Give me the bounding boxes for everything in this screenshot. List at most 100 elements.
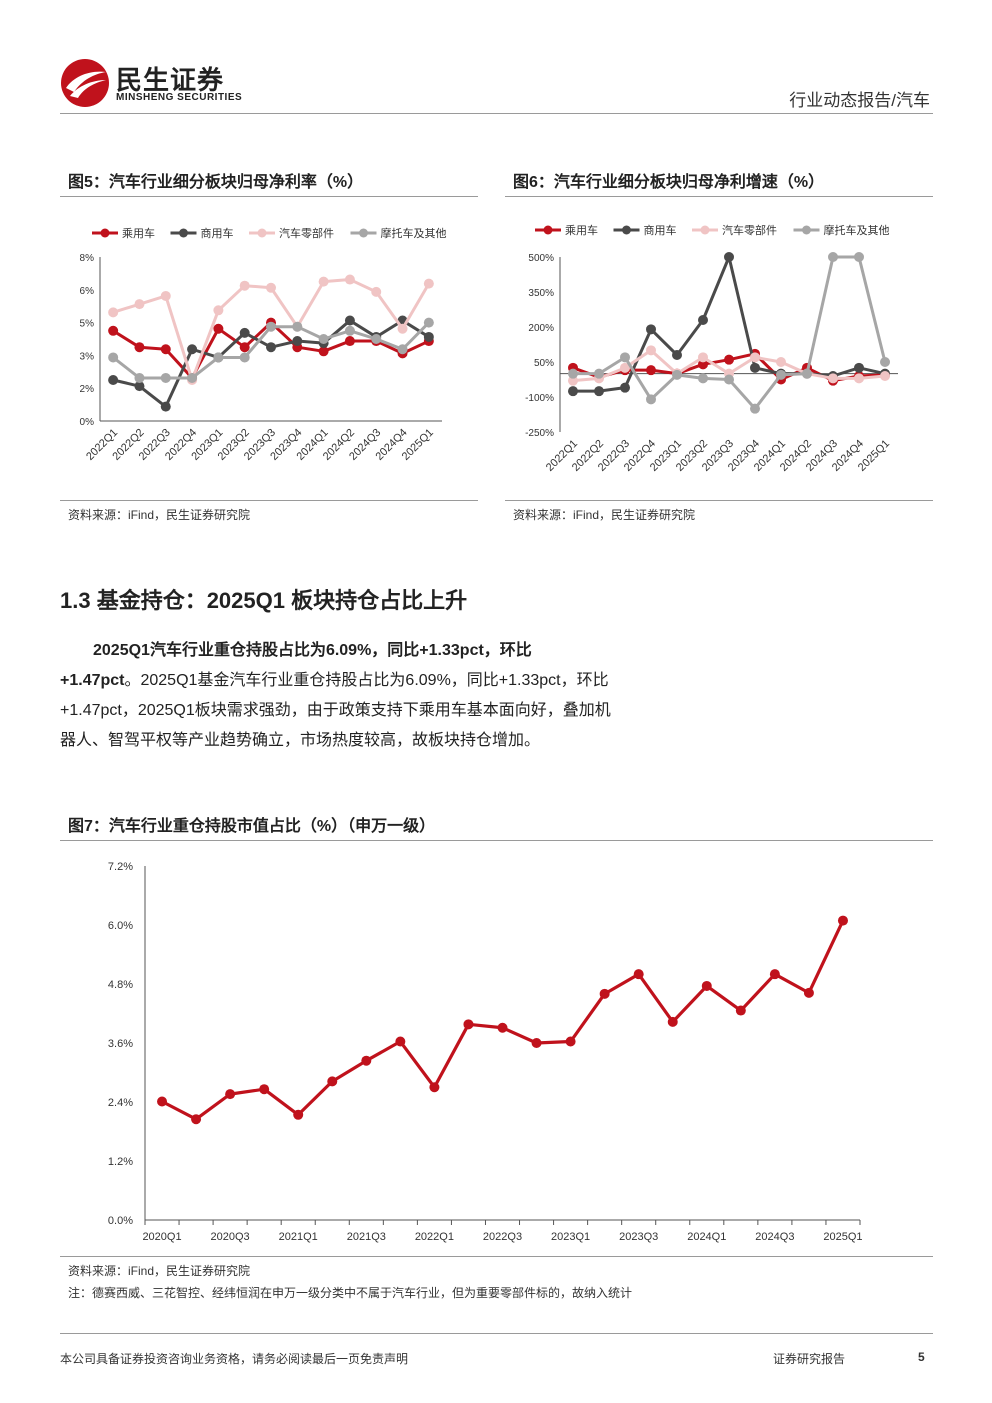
data-point-2: [134, 299, 145, 310]
legend-label-0: 乘用车: [565, 223, 598, 237]
data-point-2: [371, 286, 382, 297]
fig5-title: 图5：汽车行业细分板块归母净利率（%）: [68, 174, 364, 191]
data-point-3: [594, 368, 604, 379]
para-rest-1: 。2025Q1基金汽车行业重仓持股占比为6.09%，同比+1.33pct，环比: [124, 672, 609, 689]
series-line-3: [573, 255, 887, 411]
data-point-2: [344, 274, 355, 285]
data-point-0: [134, 342, 145, 353]
legend-label-1: 商用车: [644, 223, 677, 237]
data-point: [633, 969, 644, 980]
data-point-2: [239, 280, 250, 291]
data-point: [497, 1022, 508, 1033]
brand-name-cn: 民生证券: [116, 65, 225, 95]
data-point: [769, 969, 780, 980]
y-tick-label: 2.4%: [108, 1097, 133, 1109]
data-point-3: [397, 344, 408, 355]
legend-label-3: 摩托车及其他: [824, 223, 890, 237]
x-tick-label: 2023Q1: [551, 1231, 590, 1243]
data-point: [667, 1016, 678, 1027]
data-point: [157, 1096, 168, 1107]
brand-name-en: MINSHENG SECURITIES: [116, 92, 243, 103]
data-point-3: [802, 368, 812, 379]
data-point: [327, 1076, 338, 1087]
data-point-1: [134, 381, 145, 392]
legend-marker-0: [100, 228, 110, 238]
fig6-chart: 乘用车 商用车 汽车零部件 摩托车及其他 -250% -100% 50% 200% 350% 50…: [525, 223, 898, 474]
data-point-1: [698, 315, 708, 325]
data-point-1: [568, 386, 578, 397]
legend-marker-2: [257, 228, 267, 238]
y-tick-label: 5%: [80, 319, 95, 330]
x-tick-label: 2025Q1: [823, 1231, 862, 1243]
x-tick-label: 2022Q3: [483, 1231, 522, 1243]
fig6-title: 图6：汽车行业细分板块归母净利增速（%）: [513, 174, 825, 191]
data-point: [837, 915, 848, 926]
brand-logo: [60, 58, 110, 108]
y-tick-label: 0%: [80, 417, 95, 428]
footer-disclaimer: 本公司具备证券投资咨询业务资格，请务必阅读最后一页免责声明: [60, 1352, 409, 1366]
data-point: [599, 988, 610, 999]
data-point-1: [266, 342, 276, 353]
data-point-3: [854, 252, 864, 262]
header-rule: [60, 113, 933, 114]
fig5-chart: 乘用车 商用车 汽车零部件 摩托车及其他0%2%3%5%6%8%2022Q12022Q…: [80, 226, 447, 463]
fig7-note: 注：德赛西威、三花智控、经纬恒润在申万一级分类中不属于汽车行业，但为重要零部件标…: [68, 1286, 633, 1300]
fig5-bottom-rule: [60, 500, 478, 501]
data-point-2: [880, 371, 890, 381]
data-point-3: [344, 325, 355, 336]
legend-marker-0: [543, 225, 553, 235]
y-tick-label: 6.0%: [108, 920, 133, 932]
data-point-2: [854, 373, 864, 384]
y-tick-label: 500%: [528, 253, 554, 264]
data-point-3: [371, 334, 382, 344]
data-point-2: [646, 345, 656, 356]
data-point: [259, 1084, 270, 1095]
data-point: [701, 980, 712, 991]
x-tick-label: 2023Q3: [619, 1231, 658, 1243]
y-tick-label: 2%: [80, 384, 95, 395]
y-tick-label: 3%: [80, 351, 95, 362]
fig7-title: 图7：汽车行业重仓持股市值占比（%）（申万一级）: [68, 818, 436, 835]
x-tick-label: 2021Q3: [347, 1231, 386, 1243]
data-point-0: [160, 344, 171, 355]
legend-marker-2: [700, 225, 710, 235]
y-tick-label: 7.2%: [108, 861, 133, 873]
legend-label-2: 汽车零部件: [722, 223, 777, 237]
data-point-1: [108, 375, 119, 385]
data-point-1: [292, 336, 303, 347]
data-point-0: [318, 346, 329, 357]
data-point-1: [724, 252, 734, 262]
data-point-2: [750, 352, 760, 363]
data-point-1: [672, 350, 682, 360]
data-point-1: [239, 327, 250, 338]
data-point-3: [620, 352, 630, 363]
data-point-3: [646, 394, 656, 405]
data-point-3: [672, 369, 682, 380]
data-point-3: [213, 352, 224, 363]
x-tick-label: 2021Q1: [279, 1231, 318, 1243]
data-point-1: [854, 362, 864, 373]
x-tick-label: 2020Q3: [211, 1231, 250, 1243]
legend-label-3: 摩托车及其他: [381, 226, 447, 240]
y-tick-label: 200%: [528, 323, 554, 334]
data-point: [361, 1055, 372, 1066]
data-point-1: [750, 362, 760, 373]
para-bold-2: +1.47pct: [60, 672, 125, 689]
data-point-3: [568, 368, 578, 379]
data-point-0: [646, 365, 656, 376]
data-point-0: [344, 336, 355, 347]
data-point-0: [239, 342, 250, 353]
data-point: [735, 1005, 746, 1016]
data-point-3: [776, 369, 786, 380]
data-point-2: [318, 276, 329, 287]
data-point-3: [266, 321, 276, 332]
data-point-1: [646, 324, 656, 335]
y-tick-label: 3.6%: [108, 1038, 133, 1050]
series-line-1: [112, 319, 430, 409]
data-point-1: [423, 331, 434, 342]
fig7-source: 资料来源：iFind，民生证券研究院: [68, 1264, 251, 1278]
fig7-chart: 0.0% 1.2% 2.4% 3.6% 4.8% 6.0% 7.2% 2020Q1 2020Q3…: [108, 861, 863, 1243]
data-point-2: [423, 278, 434, 289]
data-point: [803, 987, 814, 998]
data-point-2: [568, 375, 578, 386]
